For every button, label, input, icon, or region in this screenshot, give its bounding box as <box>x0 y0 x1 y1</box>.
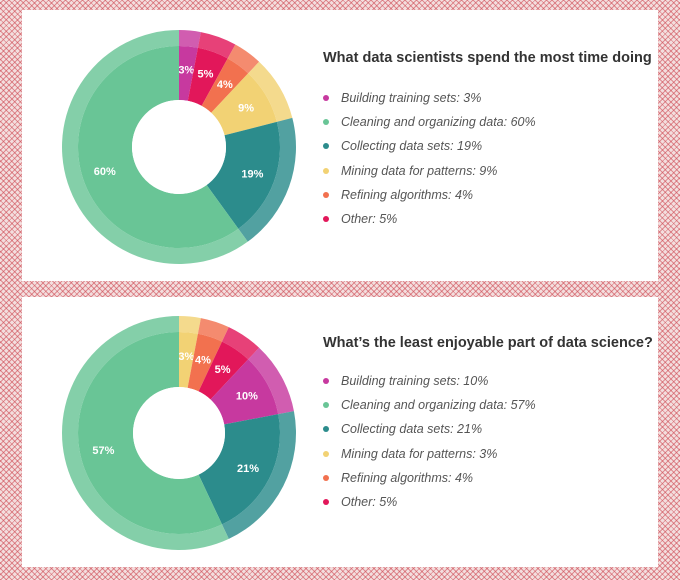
slice-outer-ring <box>197 318 229 342</box>
legend: Building training sets: 10% Cleaning and… <box>323 369 536 514</box>
legend-label: Refining algorithms: 4% <box>341 187 474 202</box>
slice-label-cleaning-organizing-data: 60% <box>94 166 116 178</box>
slice-outer-ring <box>179 316 201 334</box>
slice-inner-ring <box>78 332 223 534</box>
legend-label: Mining data for patterns: 9% <box>341 163 498 178</box>
slice-inner-ring <box>179 332 198 388</box>
slice-building-training-sets <box>210 347 294 425</box>
legend-item-other: Other: 5% <box>323 490 536 514</box>
legend-dot <box>323 474 329 481</box>
slice-other <box>187 32 236 106</box>
legend-dot <box>323 216 329 223</box>
slice-label-other: 5% <box>215 364 231 376</box>
legend-label: Cleaning and organizing data: 57% <box>341 398 536 413</box>
slice-inner-ring <box>206 121 281 229</box>
slice-collecting-data-sets <box>206 117 296 242</box>
donut-hole <box>133 387 225 479</box>
slice-label-building-training-sets: 3% <box>178 64 194 76</box>
slice-inner-ring <box>187 47 228 106</box>
slice-mining-data <box>179 316 201 388</box>
donut-chart-least-enjoyable: 3% 4% 5% 10% 21% 57% <box>61 316 296 550</box>
slice-inner-ring <box>211 73 277 136</box>
legend-label: Other: 5% <box>341 495 398 510</box>
legend-item-cleaning-organizing-data: Cleaning and organizing data: 57% <box>323 393 536 417</box>
legend-item-building-training-sets: Building training sets: 10% <box>323 369 536 393</box>
legend-dot <box>323 95 329 102</box>
legend-item-other: Other: 5% <box>323 207 536 231</box>
legend-item-mining-data: Mining data for patterns: 3% <box>323 442 536 466</box>
slice-label-refining-algorithms: 4% <box>195 354 211 366</box>
legend-dot <box>323 426 329 433</box>
slice-inner-ring <box>198 341 249 400</box>
legend-dot <box>323 191 329 198</box>
slice-label-collecting-data-sets: 21% <box>237 463 259 475</box>
slice-outer-ring <box>248 61 293 122</box>
slice-inner-ring <box>187 333 223 392</box>
legend-dot <box>323 143 329 150</box>
slice-inner-ring <box>78 46 239 248</box>
legend-dot <box>323 402 329 409</box>
slice-label-refining-algorithms: 4% <box>217 79 233 91</box>
legend-item-cleaning-organizing-data: Cleaning and organizing data: 60% <box>323 110 536 134</box>
slice-building-training-sets <box>179 30 201 101</box>
slice-label-cleaning-organizing-data: 57% <box>92 445 114 457</box>
slice-outer-ring <box>248 347 294 415</box>
legend-dot <box>323 499 329 506</box>
chart-panel-least-enjoyable: 3% 4% 5% 10% 21% 57% What’s the least enjoyab… <box>22 297 658 567</box>
legend-label: Other: 5% <box>341 212 398 227</box>
chart-panel-time-spent: 3% 5% 4% 9% 19% 60% What data scientists spen… <box>22 10 658 281</box>
slice-refining-algorithms <box>187 318 229 392</box>
legend-dot <box>323 119 329 126</box>
chart-title: What’s the least enjoyable part of data … <box>323 335 653 351</box>
slice-label-collecting-data-sets: 19% <box>241 168 263 180</box>
slice-cleaning-organizing-data <box>62 30 248 264</box>
slice-outer-ring <box>179 30 201 48</box>
slice-outer-ring <box>62 30 248 264</box>
slice-outer-ring <box>222 411 296 539</box>
donut-chart-time-spent: 3% 5% 4% 9% 19% 60% <box>62 30 296 264</box>
legend-label: Collecting data sets: 19% <box>341 139 483 154</box>
slice-label-other: 5% <box>197 69 213 81</box>
legend-label: Refining algorithms: 4% <box>341 470 474 485</box>
slice-label-mining-data: 3% <box>178 351 194 363</box>
legend-item-refining-algorithms: Refining algorithms: 4% <box>323 466 536 490</box>
slice-mining-data <box>211 61 293 136</box>
slice-outer-ring <box>222 327 260 360</box>
slice-refining-algorithms <box>201 44 260 113</box>
donut-hole <box>132 100 226 194</box>
legend-item-refining-algorithms: Refining algorithms: 4% <box>323 183 536 207</box>
legend-label: Building training sets: 3% <box>341 91 482 106</box>
legend-dot <box>323 378 329 385</box>
slice-other <box>198 327 260 400</box>
legend-item-collecting-data-sets: Collecting data sets: 21% <box>323 417 536 441</box>
legend-dot <box>323 450 329 457</box>
legend-label: Mining data for patterns: 3% <box>341 446 498 461</box>
slice-outer-ring <box>197 32 236 59</box>
slice-inner-ring <box>179 46 198 101</box>
slice-collecting-data-sets <box>198 411 296 539</box>
legend-label: Cleaning and organizing data: 60% <box>341 115 536 130</box>
slice-inner-ring <box>210 359 279 425</box>
chart-title: What data scientists spend the most time… <box>323 50 652 66</box>
slice-label-building-training-sets: 10% <box>236 391 258 403</box>
slice-outer-ring <box>227 44 260 74</box>
slice-label-mining-data: 9% <box>238 102 254 114</box>
legend: Building training sets: 3% Cleaning and … <box>323 86 536 231</box>
legend-label: Collecting data sets: 21% <box>341 422 483 437</box>
slice-outer-ring <box>238 117 296 242</box>
legend-dot <box>323 167 329 174</box>
legend-item-building-training-sets: Building training sets: 3% <box>323 86 536 110</box>
slice-inner-ring <box>198 414 280 525</box>
slice-cleaning-organizing-data <box>61 316 229 550</box>
slice-inner-ring <box>201 58 249 113</box>
legend-item-mining-data: Mining data for patterns: 9% <box>323 159 536 183</box>
legend-label: Building training sets: 10% <box>341 374 489 389</box>
legend-item-collecting-data-sets: Collecting data sets: 19% <box>323 134 536 158</box>
